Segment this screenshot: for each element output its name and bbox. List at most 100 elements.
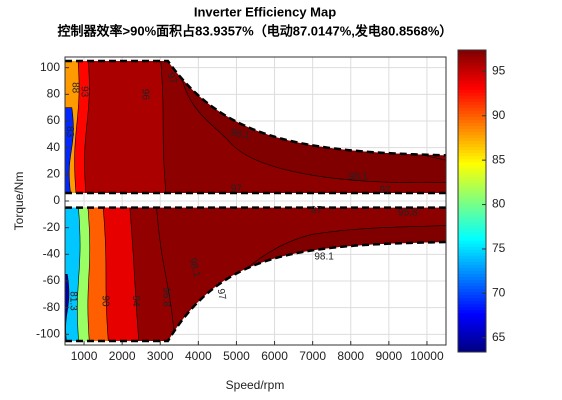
envelope xyxy=(65,59,447,157)
colorbar-step xyxy=(458,324,486,329)
colorbar-step xyxy=(458,110,486,114)
colorbar-step xyxy=(458,65,486,69)
colorbar-step xyxy=(458,267,486,271)
colorbar-step xyxy=(458,243,486,247)
contour-label: 98.1 xyxy=(314,252,334,263)
colorbar-step xyxy=(458,339,486,344)
colorbar-step xyxy=(458,170,486,175)
overlay: 1000 2000 3000 4000 5000 6000 7000 8000 9000 1000… xyxy=(36,56,447,363)
colorbar-step xyxy=(458,222,486,226)
colorbar-step xyxy=(458,104,486,108)
contour-label: 97 xyxy=(164,71,178,86)
plot-frame xyxy=(64,56,447,346)
colorbar-step xyxy=(458,270,486,274)
colorbar-step xyxy=(458,152,486,157)
colorbar-step xyxy=(458,294,486,299)
y-tick-label: 80 xyxy=(47,87,61,101)
colorbar-step xyxy=(458,134,486,139)
colorbar-step xyxy=(458,231,486,235)
x-tick-label: 6000 xyxy=(261,349,288,363)
contour-band xyxy=(65,107,74,193)
colorbar-step xyxy=(458,315,486,320)
colorbar-step xyxy=(458,113,486,117)
colorbar-step xyxy=(458,216,486,220)
colorbar-step xyxy=(458,176,486,181)
colorbar-step xyxy=(458,321,486,326)
x-tick-label: 1000 xyxy=(71,349,98,363)
colorbar-step xyxy=(458,83,486,87)
colorbar-step xyxy=(458,276,486,281)
colorbar-step xyxy=(458,345,486,350)
colorbar-step xyxy=(458,261,486,265)
colorbar-step xyxy=(458,279,486,284)
colorbar-step xyxy=(458,179,486,184)
colorbar-label: 80 xyxy=(492,197,506,211)
colorbar-step xyxy=(458,191,486,196)
colorbar-step xyxy=(458,219,486,223)
x-tick-label: 8000 xyxy=(337,349,364,363)
colorbar-step xyxy=(458,164,486,169)
colorbar-step xyxy=(458,197,486,202)
colorbar-step xyxy=(458,330,486,335)
colorbar-label: 75 xyxy=(492,241,506,255)
y-tick-label: -80 xyxy=(43,300,61,314)
colorbar-step xyxy=(458,62,486,66)
colorbar-step xyxy=(458,158,486,163)
colorbar-step xyxy=(458,207,486,211)
colorbar-step xyxy=(458,140,486,145)
contour-label: 97 xyxy=(231,184,243,195)
colorbar-step xyxy=(458,131,486,136)
contour-band xyxy=(65,207,81,341)
colorbar-step xyxy=(458,50,486,54)
colorbar-label: 85 xyxy=(492,152,506,166)
colorbar-step xyxy=(458,143,486,148)
colorbar-step xyxy=(458,318,486,323)
contour-label: 97 xyxy=(311,205,323,216)
y-tick-label: 60 xyxy=(47,113,61,127)
y-tick-label: 100 xyxy=(40,60,60,74)
colorbar-step xyxy=(458,92,486,96)
colorbar-step xyxy=(458,291,486,296)
colorbar-step xyxy=(458,288,486,293)
contour-label: 98.1 xyxy=(349,172,369,183)
colorbar-step xyxy=(458,161,486,166)
colorbar-step xyxy=(458,116,486,120)
y-tick-label: 20 xyxy=(47,167,61,181)
colorbar-step xyxy=(458,234,486,238)
chart-subtitle: 控制器效率>90%面积占83.9357%（电动87.0147%,发电80.856… xyxy=(58,23,453,38)
colorbar-step xyxy=(458,74,486,78)
colorbar-step xyxy=(458,342,486,347)
colorbar-step xyxy=(458,228,486,232)
contour-label: 97 xyxy=(215,288,228,301)
y-tick-label: -20 xyxy=(43,220,61,234)
x-tick-label: 9000 xyxy=(375,349,402,363)
colorbar-step xyxy=(458,101,486,105)
y-tick-label: 0 xyxy=(53,193,60,207)
colorbar-step xyxy=(458,312,486,317)
colorbar-step xyxy=(458,285,486,290)
colorbar-step xyxy=(458,255,486,259)
colorbar-label: 70 xyxy=(492,286,506,300)
colorbar-step xyxy=(458,348,486,353)
contour-label: 94 xyxy=(130,295,141,307)
x-axis-label: Speed/rpm xyxy=(226,378,285,392)
contour-band xyxy=(65,61,167,193)
envelope xyxy=(65,240,447,343)
colorbar-step xyxy=(458,258,486,262)
colorbar-step xyxy=(458,89,486,93)
colorbar-step xyxy=(458,149,486,154)
x-tick-label: 5000 xyxy=(223,349,250,363)
colorbar-step xyxy=(458,333,486,338)
colorbar-step xyxy=(458,300,486,305)
contour-label: 81.3 xyxy=(68,291,79,311)
x-tick-label: 3000 xyxy=(147,349,174,363)
x-tick-label: 7000 xyxy=(299,349,326,363)
colorbar-step xyxy=(458,273,486,277)
colorbar-step xyxy=(458,128,486,133)
colorbar-step xyxy=(458,204,486,208)
colorbar-step xyxy=(458,264,486,268)
colorbar-step xyxy=(458,59,486,63)
colorbar-step xyxy=(458,86,486,90)
colorbar-step xyxy=(458,188,486,193)
colorbar-step xyxy=(458,306,486,311)
